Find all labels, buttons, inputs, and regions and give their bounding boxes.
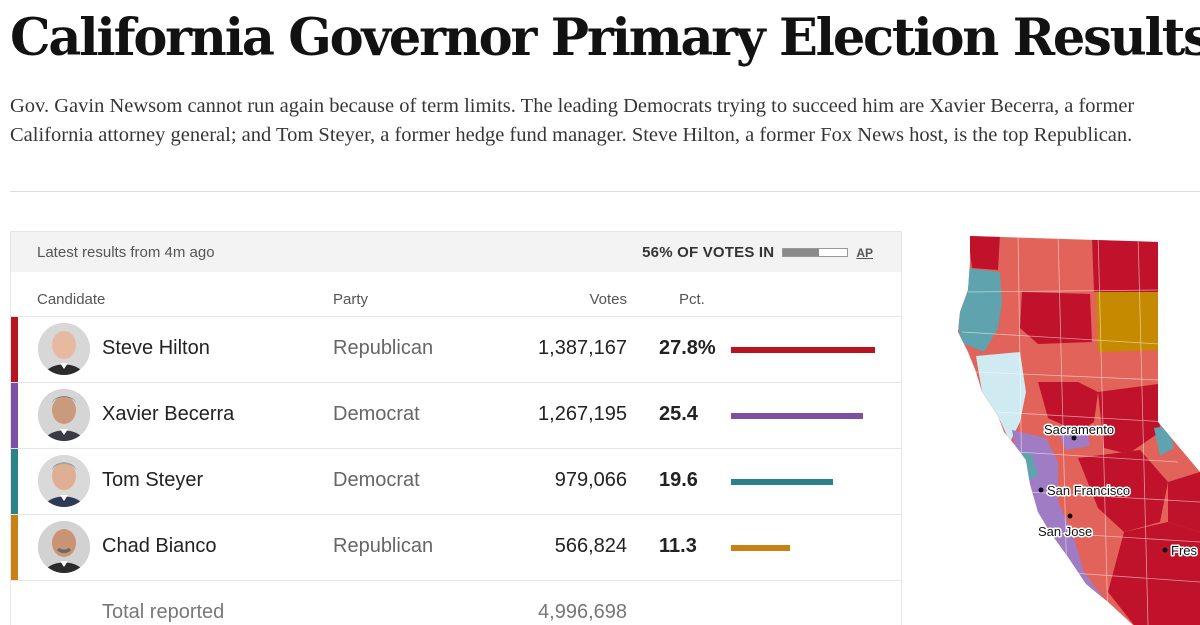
candidate-row-bianco: Chad Bianco Republican 566,824 11.3: [11, 515, 901, 581]
county-hilton: [1108, 522, 1200, 625]
pct-bar-track: [731, 545, 875, 551]
total-reported-votes: 4,996,698: [538, 601, 627, 623]
results-header: Latest results from 4m ago 56% OF VOTES …: [11, 232, 901, 272]
candidate-votes: 1,387,167: [538, 337, 627, 359]
county-hilton: [1020, 292, 1092, 344]
pct-bar-track: [731, 479, 875, 485]
candidate-pct: 27.8%: [659, 337, 716, 359]
column-header-candidate: Candidate: [37, 291, 106, 308]
votes-in-indicator: 56% OF VOTES IN AP: [642, 244, 873, 261]
page-title: California Governor Primary Election Res…: [10, 8, 1200, 68]
city-dot-sacramento: [1071, 435, 1077, 441]
pct-bar-track: [731, 347, 875, 353]
city-dot-fresno: [1162, 547, 1168, 553]
candidate-pct: 25.4: [659, 403, 698, 425]
pct-bar: [731, 413, 863, 419]
party-color-accent: [11, 317, 18, 382]
candidate-name: Tom Steyer: [102, 469, 204, 491]
city-label-san-jose: San Jose: [1038, 524, 1092, 539]
candidate-name: Steve Hilton: [102, 337, 210, 359]
county-borders: [961, 236, 1200, 625]
county-steyer: [958, 268, 1002, 352]
candidate-pct: 19.6: [659, 469, 698, 491]
county-hilton: [1098, 384, 1160, 454]
city-markers: Sacramento San Francisco San Jose Fres: [1037, 421, 1200, 560]
pct-bar: [731, 479, 833, 485]
pct-bar-track: [731, 413, 875, 419]
votes-in-progress-fill: [783, 249, 820, 256]
city-label-fresno: Fres: [1171, 543, 1198, 558]
total-row: Total reported 4,996,698: [11, 581, 901, 623]
county-results-map[interactable]: Sacramento San Francisco San Jose Fres: [928, 232, 1200, 625]
city-label-sacramento: Sacramento: [1044, 422, 1114, 437]
candidate-row-hilton: Steve Hilton Republican 1,387,167 27.8%: [11, 317, 901, 383]
candidate-row-steyer: Tom Steyer Democrat 979,066 19.6: [11, 449, 901, 515]
candidate-votes: 979,066: [554, 469, 627, 491]
latest-results-timestamp: Latest results from 4m ago: [37, 244, 215, 261]
candidate-photo-steyer: [38, 455, 90, 507]
pct-bar: [731, 347, 875, 353]
county-steyer-light: [976, 352, 1026, 442]
votes-in-label: 56% OF VOTES IN: [642, 244, 775, 261]
results-table: Latest results from 4m ago 56% OF VOTES …: [10, 231, 902, 625]
city-label-san-francisco: San Francisco: [1047, 483, 1130, 498]
candidate-votes: 566,824: [554, 535, 627, 557]
column-headers: Candidate Party Votes Pct.: [11, 272, 901, 317]
county-hilton: [968, 236, 1000, 270]
county-hilton: [1168, 472, 1200, 532]
candidate-photo-hilton: [38, 323, 90, 375]
county-bianco: [1096, 292, 1160, 352]
column-header-party: Party: [333, 291, 369, 308]
party-color-accent: [11, 383, 18, 448]
candidate-party: Republican: [333, 337, 434, 359]
candidate-name: Xavier Becerra: [102, 403, 235, 425]
candidate-photo-bianco: [38, 521, 90, 573]
party-color-accent: [11, 449, 18, 514]
candidate-party: Democrat: [333, 469, 420, 491]
column-header-pct: Pct.: [679, 291, 705, 308]
total-reported-label: Total reported: [102, 601, 225, 623]
divider: [10, 191, 1200, 192]
candidate-votes: 1,267,195: [538, 403, 627, 425]
party-color-accent: [11, 515, 18, 580]
candidate-row-becerra: Xavier Becerra Democrat 1,267,195 25.4: [11, 383, 901, 449]
county-hilton: [1092, 238, 1160, 292]
candidate-name: Chad Bianco: [102, 535, 217, 557]
candidate-pct: 11.3: [659, 535, 697, 557]
column-header-votes: Votes: [589, 291, 627, 308]
county-hilton: [1038, 382, 1098, 432]
votes-in-progress-bar: [782, 248, 849, 257]
candidate-party: Republican: [333, 535, 434, 557]
candidate-party: Democrat: [333, 403, 420, 425]
ap-source-link[interactable]: AP: [856, 245, 873, 260]
page-description: Gov. Gavin Newsom cannot run again becau…: [10, 95, 1135, 146]
city-dot-san-jose: [1067, 513, 1073, 519]
california-map: Sacramento San Francisco San Jose Fres: [958, 236, 1200, 625]
pct-bar: [731, 545, 790, 551]
city-dot-san-francisco: [1038, 487, 1044, 493]
candidate-photo-becerra: [38, 389, 90, 441]
